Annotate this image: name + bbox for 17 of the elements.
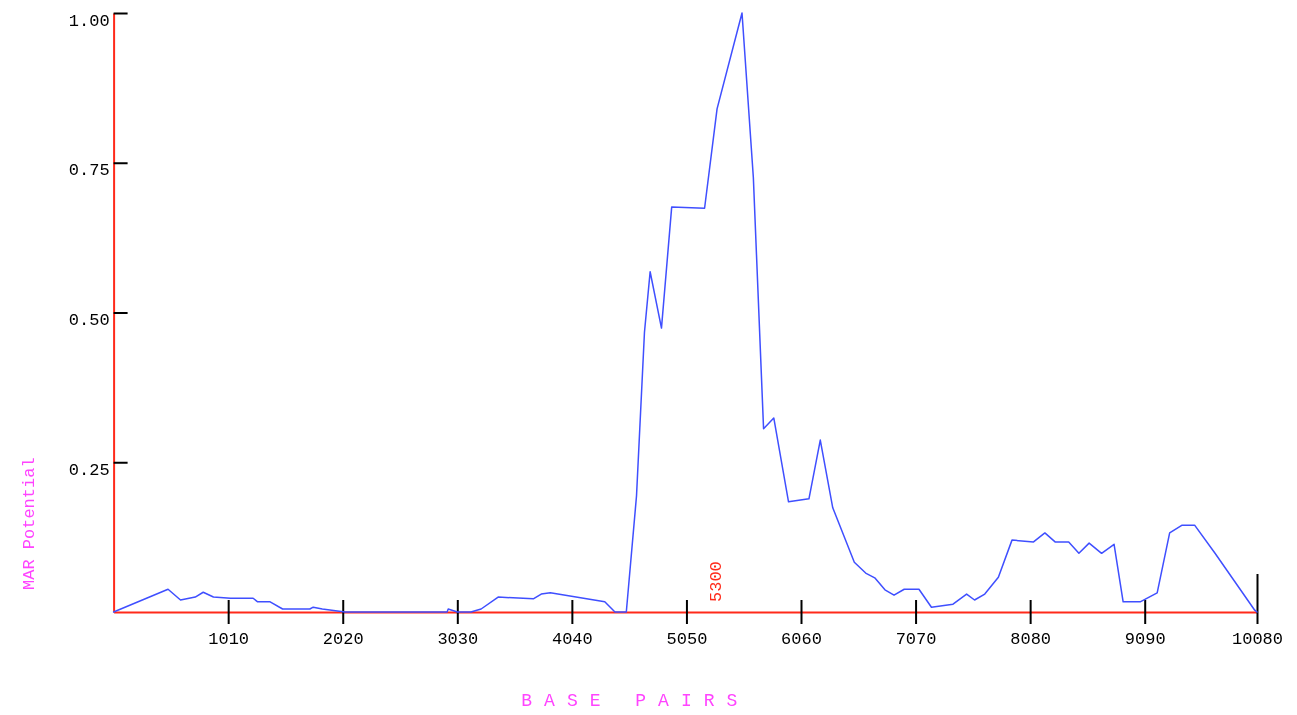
x-tick-label: 2020 xyxy=(322,630,364,649)
y-tick-label: 0.25 xyxy=(68,460,110,480)
x-axis-title: BASE PAIRS xyxy=(521,691,750,711)
annotation: 5300 xyxy=(707,561,727,602)
x-tick-label: 3030 xyxy=(437,630,479,649)
x-tick-label: 8080 xyxy=(1010,630,1052,649)
x-tick-label: 4040 xyxy=(551,630,593,649)
x-tick-label: 9090 xyxy=(1124,630,1166,649)
x-tick-label: 1010 xyxy=(208,630,250,649)
y-axis-title: MAR Potential xyxy=(20,457,39,590)
y-tick-label: 1.00 xyxy=(68,11,110,31)
x-tick-label: 7070 xyxy=(895,630,937,649)
x-tick-label: 10080 xyxy=(1231,630,1284,649)
y-tick-label: 0.50 xyxy=(68,311,110,330)
y-tick-label: 0.75 xyxy=(68,161,110,181)
x-tick-label: 5050 xyxy=(666,630,708,649)
x-tick-label: 6060 xyxy=(781,630,822,649)
